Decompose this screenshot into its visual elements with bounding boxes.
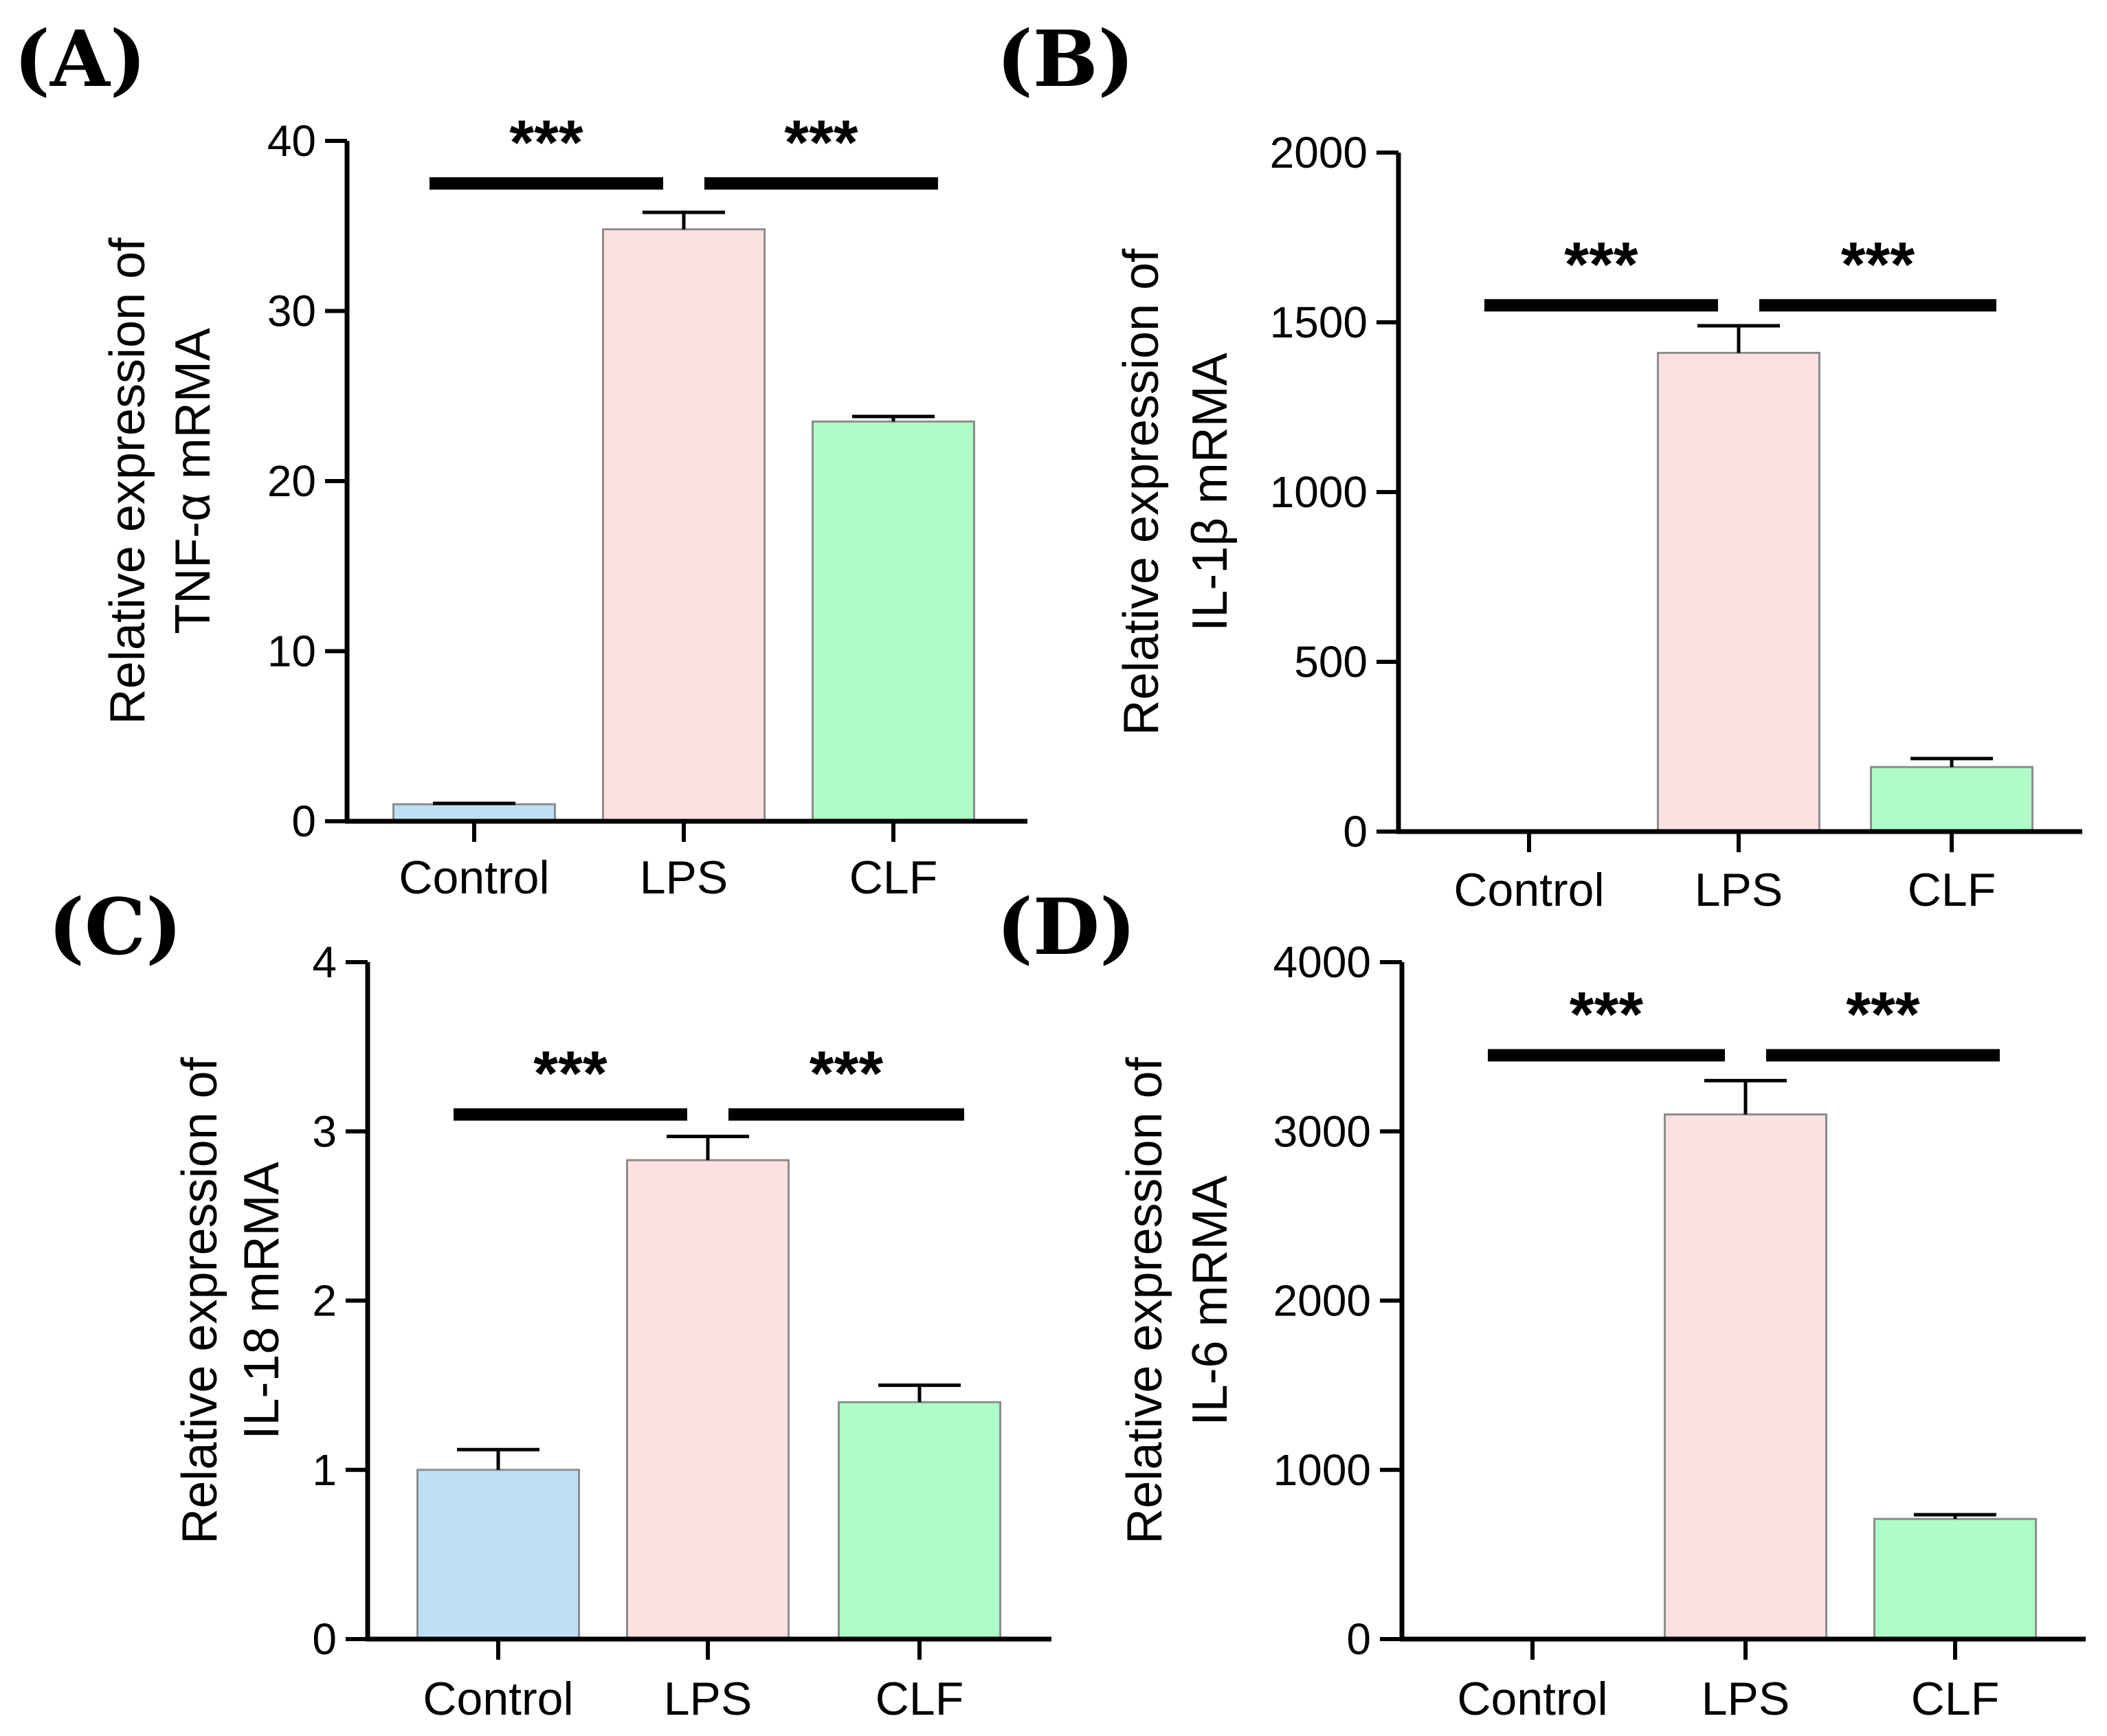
bar-clf <box>838 1401 1001 1640</box>
significance-label: *** <box>1846 979 1920 1049</box>
y-tick-label: 0 <box>1346 1614 1371 1664</box>
y-axis-label: Relative expression of <box>100 237 155 724</box>
y-tick-label: 1 <box>312 1445 337 1495</box>
x-tick-label: LPS <box>640 852 728 904</box>
y-tick-label: 0 <box>312 1614 337 1664</box>
y-axis-label: IL-6 mRMA <box>1183 1175 1238 1425</box>
significance-label: *** <box>1841 230 1915 300</box>
y-tick-label: 3000 <box>1273 1106 1371 1156</box>
chart-panel-d: (D) Relative expression of IL-6 mRMA 0 1000 2… <box>996 882 2086 1725</box>
panel-label: (A) <box>14 14 146 104</box>
significance-label: *** <box>1564 230 1638 300</box>
x-tick-label: CLF <box>1908 864 1996 916</box>
bar-lps <box>1664 1113 1827 1640</box>
chart-panel-c: (C) Relative expression of IL-18 mRMA 0 1 2 3 4… <box>48 882 1051 1725</box>
y-tick-label: 2 <box>312 1276 337 1326</box>
x-tick-label: Control <box>1457 1673 1607 1725</box>
y-tick-label: 4000 <box>1273 937 1371 987</box>
x-tick-label: LPS <box>1695 864 1783 916</box>
significance-label: *** <box>810 1039 884 1109</box>
y-axis-label: Relative expression of <box>1117 1056 1172 1544</box>
y-axis-label: Relative expression of <box>1114 248 1169 735</box>
y-tick-label: 4 <box>312 937 337 987</box>
y-tick-label: 10 <box>267 627 316 676</box>
y-tick-label: 20 <box>267 456 316 506</box>
bar-clf <box>1870 766 2033 833</box>
bar-lps <box>602 228 766 823</box>
y-tick-label: 40 <box>267 116 316 166</box>
bar-lps <box>1657 351 1820 833</box>
significance-label: *** <box>509 108 583 178</box>
x-tick-label: CLF <box>1911 1673 1999 1725</box>
y-axis-label: TNF-α mRMA <box>166 328 221 634</box>
significance-label: *** <box>784 108 858 178</box>
significance-label: *** <box>533 1039 607 1109</box>
significance-label: *** <box>1570 979 1644 1049</box>
y-axis-label: IL-1β mRMA <box>1183 353 1238 631</box>
y-tick-label: 500 <box>1294 637 1368 687</box>
bar-lps <box>626 1159 790 1640</box>
y-axis-label: Relative expression of <box>172 1056 227 1544</box>
x-tick-label: Control <box>1453 864 1604 916</box>
bar-control <box>416 1469 580 1640</box>
x-tick-label: LPS <box>1702 1673 1790 1725</box>
y-tick-label: 2000 <box>1273 1276 1371 1326</box>
panel-label: (B) <box>996 14 1135 104</box>
y-tick-label: 0 <box>291 797 316 846</box>
x-tick-label: Control <box>423 1673 573 1725</box>
y-tick-label: 3 <box>312 1106 337 1156</box>
bar-control <box>392 803 556 823</box>
x-tick-label: LPS <box>664 1673 752 1725</box>
chart-panel-a: (A) Relative expression of TNF-α mRMA 0 10 20… <box>14 14 1027 904</box>
x-tick-label: CLF <box>849 852 937 904</box>
y-tick-label: 30 <box>267 287 316 336</box>
x-tick-label: Control <box>399 852 549 904</box>
bar-clf <box>812 420 975 823</box>
y-tick-label: 1000 <box>1273 1445 1371 1495</box>
y-tick-label: 1000 <box>1270 467 1368 517</box>
y-tick-label: 1500 <box>1270 298 1368 347</box>
panel-label: (D) <box>996 882 1136 972</box>
x-tick-label: CLF <box>876 1673 963 1725</box>
chart-panel-b: (B) Relative expression of IL-1β mRMA 0 500 1… <box>996 14 2082 916</box>
y-axis-label: IL-18 mRMA <box>234 1161 289 1439</box>
panel-label: (C) <box>48 882 182 972</box>
y-tick-label: 2000 <box>1270 128 1368 177</box>
y-tick-label: 0 <box>1343 807 1368 856</box>
bar-clf <box>1873 1517 2037 1640</box>
